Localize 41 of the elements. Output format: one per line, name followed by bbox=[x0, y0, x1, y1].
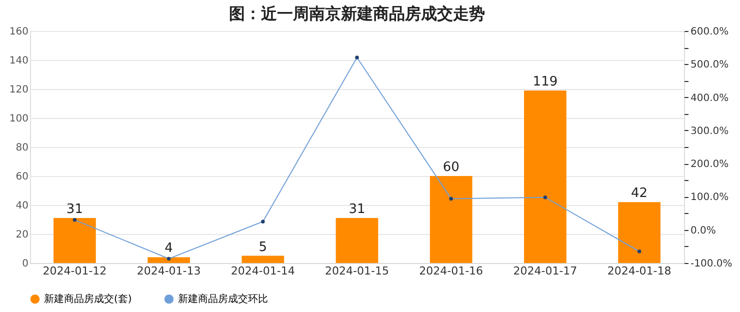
bar bbox=[54, 218, 96, 263]
x-tick-label: 2024-01-15 bbox=[325, 264, 389, 278]
data-label: 42 bbox=[631, 186, 648, 202]
y2-tick-label: -100.0% bbox=[690, 258, 732, 270]
bar bbox=[336, 218, 378, 263]
chart-title: 图：近一周南京新建商品房成交走势 bbox=[229, 4, 485, 23]
legend-label: 新建商品房成交(套) bbox=[44, 293, 132, 306]
y2-tick-label: 500.0% bbox=[690, 60, 729, 71]
y-tick-label: 0 bbox=[22, 258, 28, 270]
y-tick-label: 60 bbox=[16, 172, 28, 182]
data-label: 31 bbox=[66, 202, 83, 218]
x-tick-label: 2024-01-17 bbox=[513, 264, 578, 278]
data-label: 4 bbox=[164, 241, 173, 256]
y-tick-label: 140 bbox=[9, 56, 28, 66]
y2-tick-label: 100.0% bbox=[690, 192, 729, 204]
y2-tick-label: 400.0% bbox=[690, 92, 729, 104]
y-tick-label: 160 bbox=[9, 26, 28, 38]
x-tick-label: 2024-01-12 bbox=[42, 264, 107, 278]
y-tick-label: 80 bbox=[16, 142, 28, 154]
x-tick-label: 2024-01-16 bbox=[419, 264, 484, 278]
data-label: 119 bbox=[532, 74, 558, 90]
y2-tick-label: 0.0% bbox=[690, 225, 716, 236]
bar bbox=[242, 256, 284, 263]
data-label: 31 bbox=[348, 202, 366, 218]
bar bbox=[148, 257, 190, 263]
y-tick-label: 100 bbox=[9, 114, 28, 124]
data-label: 5 bbox=[258, 240, 268, 255]
x-tick-label: 2024-01-18 bbox=[607, 264, 672, 278]
y2-tick-label: 600.0% bbox=[690, 26, 729, 38]
data-label: 60 bbox=[442, 160, 460, 175]
y-tick-label: 120 bbox=[9, 84, 28, 96]
y-tick-label: 20 bbox=[16, 230, 28, 240]
x-tick-label: 2024-01-14 bbox=[230, 264, 295, 278]
bar bbox=[618, 202, 660, 263]
x-tick-label: 2024-01-13 bbox=[136, 264, 201, 278]
legend-label: 新建商品房成交环比 bbox=[178, 293, 268, 306]
y2-tick-label: 200.0% bbox=[690, 159, 729, 170]
bar bbox=[524, 90, 566, 263]
bar bbox=[430, 176, 472, 263]
y2-tick-label: 300.0% bbox=[690, 126, 729, 137]
y-tick-label: 40 bbox=[16, 200, 28, 212]
